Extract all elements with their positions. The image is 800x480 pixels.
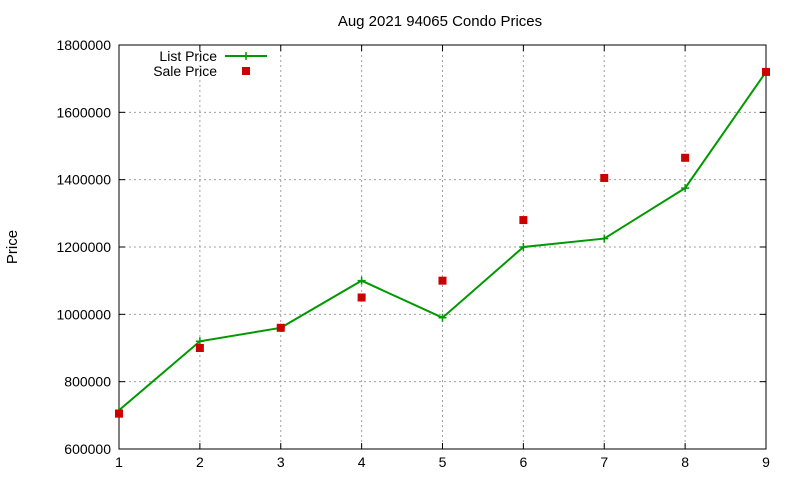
- legend-swatches: [225, 52, 267, 75]
- y-axis-label: Price: [4, 230, 21, 264]
- axes: 1 2 3 4 5 6 7 8 9 600000 800000 1000000 1200000 14000…: [56, 37, 770, 470]
- y-tick-label: 1800000: [56, 37, 111, 53]
- legend-swatch-sale-price-marker: [242, 67, 250, 75]
- list-price-point: [519, 243, 528, 251]
- chart-title: Aug 2021 94065 Condo Prices: [338, 13, 542, 30]
- sale-price-point: [438, 276, 447, 285]
- x-tick-label: 5: [439, 454, 447, 470]
- list-price-point: [681, 184, 690, 193]
- grid-lines: [119, 45, 766, 449]
- sale-price-point: [195, 344, 204, 352]
- x-tick-label: 9: [762, 454, 770, 470]
- x-tick-label: 8: [681, 454, 689, 470]
- y-tick-label: 1400000: [56, 172, 111, 188]
- y-tick-label: 800000: [64, 374, 111, 390]
- x-tick-label: 2: [196, 454, 204, 470]
- x-tick-label: 6: [519, 454, 527, 470]
- y-tick-label: 1600000: [56, 104, 111, 120]
- sale-price-point: [276, 323, 285, 332]
- y-tick-label: 600000: [64, 441, 111, 457]
- y-tick-label: 1200000: [56, 239, 111, 255]
- legend: List Price Sale Price: [153, 48, 267, 79]
- x-tick-label: 4: [358, 454, 366, 470]
- legend-label-sale-price: Sale Price: [153, 63, 217, 79]
- sale-price-point: [357, 293, 366, 302]
- sale-price-point: [681, 153, 690, 162]
- x-tick-label: 3: [277, 454, 285, 470]
- legend-swatch-list-price-marker: [242, 52, 250, 60]
- list-price-point: [357, 276, 366, 285]
- series-layer: [115, 67, 770, 418]
- list-price-point: [195, 337, 204, 346]
- plot-frame: [118, 44, 767, 450]
- x-tick-label: 7: [600, 454, 608, 470]
- sale-price-point: [762, 67, 770, 76]
- series-sale-price: [115, 67, 770, 418]
- sale-price-point: [519, 216, 528, 225]
- list-price-point: [438, 313, 447, 322]
- sale-price-point: [600, 173, 609, 182]
- sale-price-point: [115, 409, 123, 418]
- x-tick-label: 1: [115, 454, 123, 470]
- y-tick-label: 1000000: [56, 306, 111, 322]
- legend-label-list-price: List Price: [159, 48, 217, 64]
- list-price-point: [600, 234, 609, 243]
